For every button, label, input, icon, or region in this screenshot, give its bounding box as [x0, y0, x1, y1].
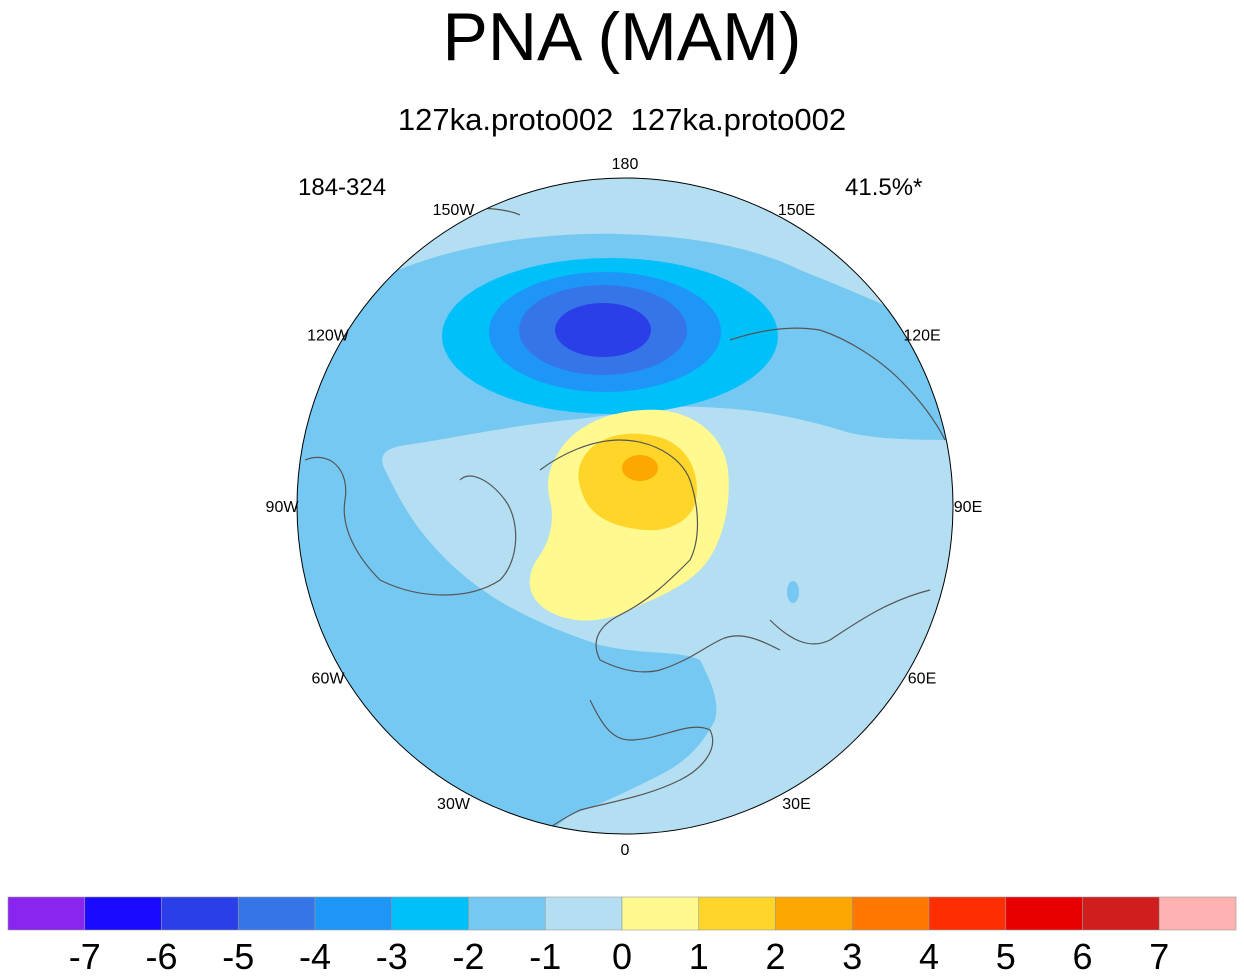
variance-explained-label: 41.5%*: [845, 174, 923, 201]
map-boundary: [296, 177, 954, 835]
colorbar-box: [775, 896, 853, 931]
colorbar-box: [314, 896, 393, 931]
colorbar-tick-label: -1: [529, 936, 561, 977]
colorbar-box: [1158, 896, 1237, 931]
colorbar-tick-label: -2: [452, 936, 484, 977]
lon-label-90e: 90E: [954, 499, 982, 516]
colorbar-tick-label: -5: [222, 936, 254, 977]
lon-label-60w: 60W: [312, 671, 346, 688]
lon-label-60e: 60E: [908, 671, 936, 688]
chart-subtitle: 127ka.proto002 127ka.proto002: [397, 102, 847, 137]
colorbar-tick-label: 3: [842, 936, 862, 977]
chart-title: PNA (MAM): [442, 0, 802, 75]
contour-neg1-band: [297, 233, 953, 834]
colorbar-box: [621, 896, 700, 931]
contour-neg1-blob: [787, 581, 799, 603]
colorbar-box: [468, 896, 546, 931]
colorbar-box: [928, 896, 1007, 931]
colorbar-box: [851, 896, 930, 931]
lon-label-30e: 30E: [782, 796, 810, 813]
colorbar-box: [84, 896, 162, 931]
colorbar-box: [544, 896, 623, 931]
coastline-asia-pacific: [729, 327, 946, 441]
contour-fills: [297, 178, 953, 834]
lon-label-120e: 120E: [903, 328, 940, 345]
colorbar-box: [1082, 896, 1160, 931]
coastline-europe: [599, 635, 781, 673]
coastline-central-asia: [769, 589, 931, 645]
season-range-label: 184-324: [298, 174, 387, 201]
lon-label-0: 0: [621, 842, 630, 859]
longitude-labels: 180 150E 120E 90E 60E 30E 0 30W 60W 90W 120W 150W: [266, 156, 983, 859]
coastline-north-america: [304, 456, 517, 596]
colorbar-tick-label: 0: [612, 936, 632, 977]
lon-label-90w: 90W: [266, 499, 300, 516]
colorbar-boxes: [7, 896, 1237, 931]
colorbar-box: [1005, 896, 1083, 931]
lon-label-150w: 150W: [433, 202, 476, 219]
colorbar-tick-label: -6: [145, 936, 177, 977]
colorbar-tick-label: 1: [689, 936, 709, 977]
coastlines: [304, 207, 946, 834]
colorbar-tick-label: -7: [69, 936, 101, 977]
contour-neg5: [555, 303, 651, 357]
colorbar-tick-label: 6: [1072, 936, 1092, 977]
lon-label-120w: 120W: [307, 328, 350, 345]
colorbar-box: [237, 896, 316, 931]
colorbar-tick-label: -4: [299, 936, 331, 977]
colorbar-box: [7, 896, 86, 931]
lon-label-150e: 150E: [778, 202, 815, 219]
colorbar-tick-label: -3: [376, 936, 408, 977]
colorbar-tick-label: 7: [1149, 936, 1169, 977]
colorbar-box: [698, 896, 776, 931]
colorbar-box: [161, 896, 239, 931]
colorbar-tick-label: 5: [996, 936, 1016, 977]
colorbar-box: [391, 896, 469, 931]
colorbar-labels: -7 -6 -5 -4 -3 -2 -1 0 1 2 3 4 5 6 7: [69, 936, 1170, 977]
coastline-africa: [534, 699, 714, 834]
lon-label-180: 180: [612, 156, 639, 173]
coastline-arctic: [539, 439, 699, 661]
lon-label-30w: 30W: [437, 796, 471, 813]
colorbar-tick-label: 4: [919, 936, 939, 977]
contour-pos3: [622, 455, 658, 481]
contour-pos2: [578, 433, 697, 531]
colorbar-tick-label: 2: [765, 936, 785, 977]
